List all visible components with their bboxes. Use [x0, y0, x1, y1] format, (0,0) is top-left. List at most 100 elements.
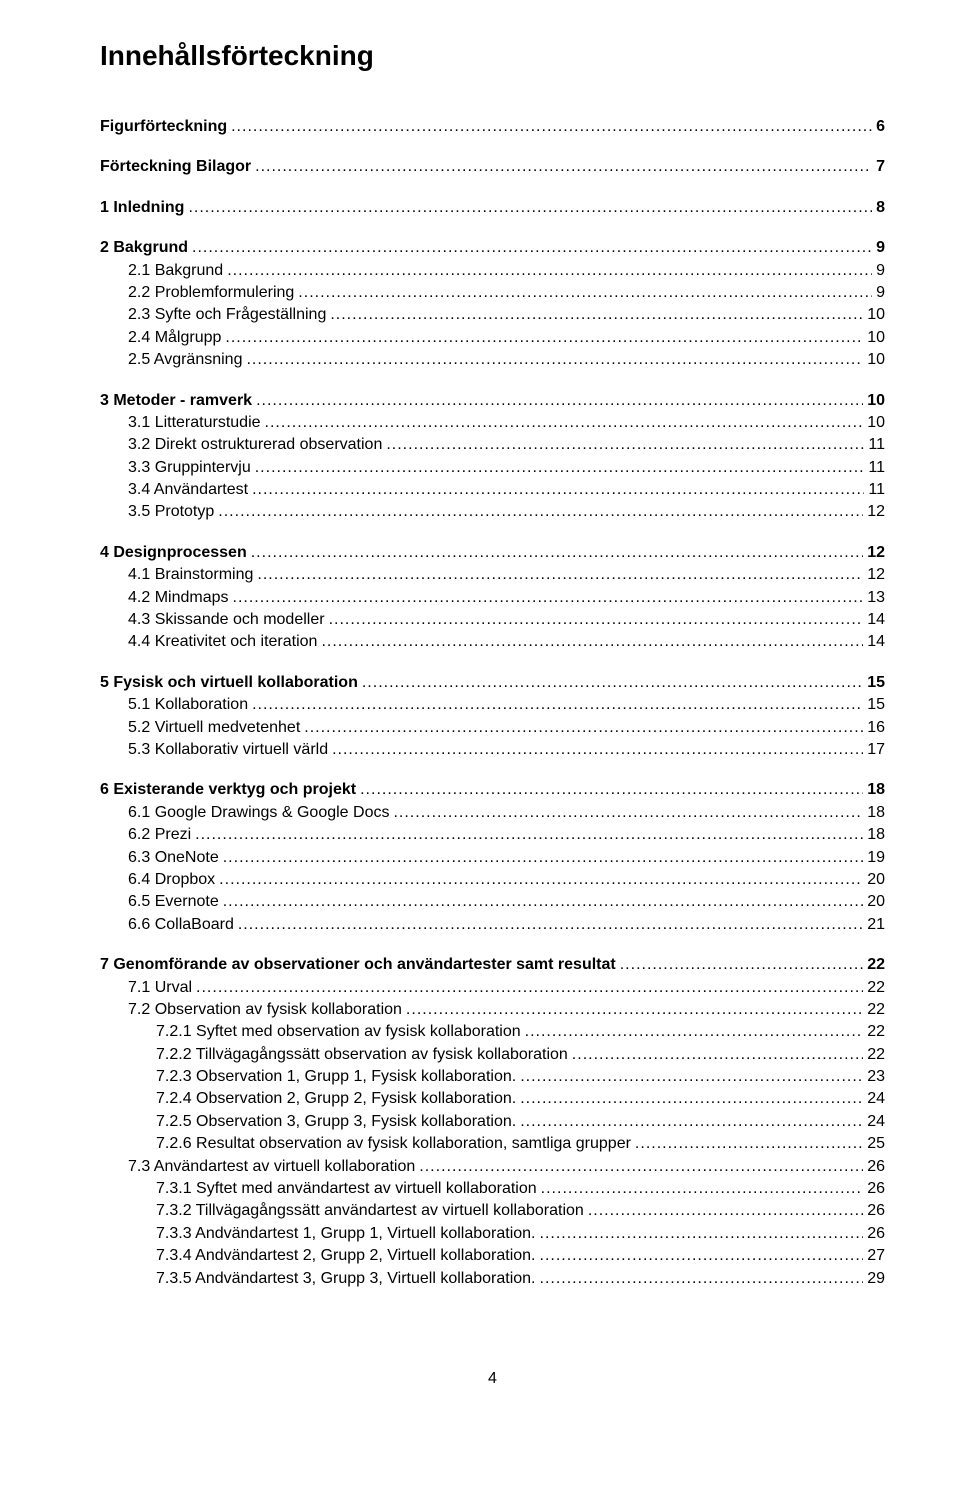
toc-entry-label: Figurförteckning	[100, 116, 227, 138]
toc-entry-page: 22	[867, 954, 885, 976]
toc-entry-label: 4.4 Kreativitet och iteration	[128, 631, 317, 653]
toc-entry-page: 22	[867, 999, 885, 1021]
toc-entry: 6.6 CollaBoard21	[100, 914, 885, 936]
toc-entry: 5.3 Kollaborativ virtuell värld17	[100, 739, 885, 761]
toc-entry-page: 22	[867, 1021, 885, 1043]
toc-dots	[252, 479, 864, 501]
toc-dots	[304, 717, 863, 739]
toc-entry: 4.4 Kreativitet och iteration 14	[100, 631, 885, 653]
toc-entry-label: 6.4 Dropbox	[128, 869, 215, 891]
toc-entry-page: 20	[867, 869, 885, 891]
toc-entry-page: 19	[867, 847, 885, 869]
toc-entry: 5 Fysisk och virtuell kollaboration15	[100, 672, 885, 694]
document-page: Innehållsförteckning Figurförteckning6Fö…	[0, 0, 960, 1428]
toc-entry-label: 2 Bakgrund	[100, 237, 188, 259]
toc-entry-page: 11	[868, 479, 885, 501]
toc-entry: 7.3.5 Andvändartest 3, Grupp 3, Virtuell…	[100, 1268, 885, 1290]
toc-entry-page: 13	[867, 587, 885, 609]
toc-entry: 7 Genomförande av observationer och anvä…	[100, 954, 885, 976]
toc-entry: 7.2.2 Tillvägagångssätt observation av f…	[100, 1044, 885, 1066]
toc-entry: 6.3 OneNote 19	[100, 847, 885, 869]
toc-dots	[330, 304, 863, 326]
toc-entry-label: 2.4 Målgrupp	[128, 327, 221, 349]
toc-entry-page: 14	[867, 631, 885, 653]
toc-entry-label: 5.1 Kollaboration	[128, 694, 248, 716]
toc-dots	[572, 1044, 863, 1066]
toc-entry-page: 6	[876, 116, 885, 138]
toc-dots	[225, 327, 863, 349]
toc-entry-page: 25	[867, 1133, 885, 1155]
toc-entry: Figurförteckning 6	[100, 116, 885, 138]
toc-entry-page: 10	[867, 327, 885, 349]
toc-entry-label: 5 Fysisk och virtuell kollaboration	[100, 672, 358, 694]
toc-entry-page: 26	[867, 1156, 885, 1178]
toc-dots	[393, 802, 863, 824]
toc-entry: 2.3 Syfte och Frågeställning10	[100, 304, 885, 326]
toc-entry: 2.5 Avgränsning 10	[100, 349, 885, 371]
toc-entry-page: 24	[867, 1111, 885, 1133]
toc-dots	[360, 779, 863, 801]
toc-entry-label: 7.3.5 Andvändartest 3, Grupp 3, Virtuell…	[156, 1268, 536, 1290]
toc-entry-label: 3.5 Prototyp	[128, 501, 214, 523]
toc-entry-label: 7.2.1 Syftet med observation av fysisk k…	[156, 1021, 521, 1043]
toc-entry-label: 7.2.3 Observation 1, Grupp 1, Fysisk kol…	[156, 1066, 516, 1088]
toc-entry-label: Förteckning Bilagor	[100, 156, 251, 178]
toc-dots	[192, 237, 872, 259]
toc-dots	[635, 1133, 863, 1155]
toc-dots	[620, 954, 863, 976]
toc-entry-page: 9	[876, 237, 885, 259]
toc-entry-page: 18	[867, 779, 885, 801]
toc-entry-page: 9	[876, 260, 885, 282]
toc-dots	[386, 434, 864, 456]
toc-entry-label: 7.2 Observation av fysisk kollaboration	[128, 999, 402, 1021]
toc-dots	[223, 847, 863, 869]
toc-dots	[219, 869, 863, 891]
toc-entry-label: 7 Genomförande av observationer och anvä…	[100, 954, 616, 976]
toc-entry-page: 26	[867, 1178, 885, 1200]
toc-entry: 7.3.1 Syftet med användartest av virtuel…	[100, 1178, 885, 1200]
toc-dots	[520, 1111, 863, 1133]
toc-entry-label: 6.2 Prezi	[128, 824, 191, 846]
toc-entry: 1 Inledning8	[100, 197, 885, 219]
toc-dots	[233, 587, 864, 609]
toc-container: Figurförteckning6Förteckning Bilagor71 I…	[100, 116, 885, 1290]
toc-entry: 7.1 Urval 22	[100, 977, 885, 999]
toc-entry-label: 7.1 Urval	[128, 977, 192, 999]
toc-entry-label: 7.2.6 Resultat observation av fysisk kol…	[156, 1133, 631, 1155]
toc-entry-label: 1 Inledning	[100, 197, 184, 219]
toc-entry-label: 6.6 CollaBoard	[128, 914, 234, 936]
toc-entry: 7.3 Användartest av virtuell kollaborati…	[100, 1156, 885, 1178]
toc-entry-label: 6.3 OneNote	[128, 847, 219, 869]
toc-dots	[541, 1178, 864, 1200]
toc-entry-label: 7.3.3 Andvändartest 1, Grupp 1, Virtuell…	[156, 1223, 536, 1245]
toc-entry: 7.3.3 Andvändartest 1, Grupp 1, Virtuell…	[100, 1223, 885, 1245]
toc-entry-page: 11	[868, 457, 885, 479]
toc-entry-page: 10	[867, 390, 885, 412]
toc-dots	[540, 1268, 864, 1290]
toc-dots	[238, 914, 863, 936]
toc-dots	[252, 694, 863, 716]
toc-entry: 7.3.2 Tillvägagångssätt användartest av …	[100, 1200, 885, 1222]
toc-entry: 7.2.3 Observation 1, Grupp 1, Fysisk kol…	[100, 1066, 885, 1088]
toc-entry-label: 7.2.5 Observation 3, Grupp 3, Fysisk kol…	[156, 1111, 516, 1133]
toc-entry-page: 10	[867, 349, 885, 371]
toc-entry-page: 22	[867, 977, 885, 999]
toc-entry: 5.2 Virtuell medvetenhet16	[100, 717, 885, 739]
toc-dots	[419, 1156, 863, 1178]
toc-entry: 2.1 Bakgrund9	[100, 260, 885, 282]
toc-entry-page: 18	[867, 802, 885, 824]
toc-entry-label: 3.4 Användartest	[128, 479, 248, 501]
toc-entry-page: 18	[867, 824, 885, 846]
toc-dots	[257, 564, 863, 586]
toc-dots	[218, 501, 863, 523]
toc-entry-label: 2.5 Avgränsning	[128, 349, 242, 371]
toc-entry: 4.1 Brainstorming12	[100, 564, 885, 586]
toc-dots	[227, 260, 872, 282]
toc-entry-label: 6.1 Google Drawings & Google Docs	[128, 802, 389, 824]
toc-dots	[265, 412, 864, 434]
toc-entry-label: 2.3 Syfte och Frågeställning	[128, 304, 326, 326]
toc-entry: 6.4 Dropbox 20	[100, 869, 885, 891]
toc-dots	[195, 824, 863, 846]
toc-entry-label: 3.1 Litteraturstudie	[128, 412, 261, 434]
toc-entry: 2.4 Målgrupp 10	[100, 327, 885, 349]
